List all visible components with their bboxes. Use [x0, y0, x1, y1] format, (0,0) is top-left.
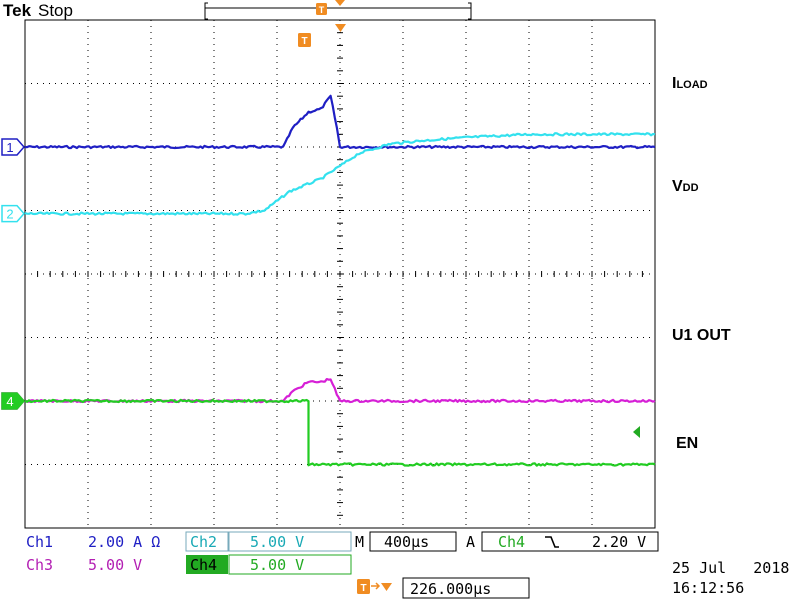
delay-triangle-icon [381, 583, 392, 591]
label-iload: ILOAD [672, 75, 708, 92]
readout-row-1: Ch1 2.00 A Ω Ch2 5.00 V M 400µs A Ch4 2.… [26, 531, 659, 552]
label-vdd-main: V [672, 178, 683, 195]
ch3-scale: 5.00 V [88, 556, 142, 574]
channel-marker-shape [1, 138, 25, 156]
ch4-name: Ch4 [190, 556, 217, 574]
trigger-point-glyph: T [301, 36, 307, 47]
trigger-mode: A [466, 533, 475, 551]
trigger-delay-t-glyph: T [360, 583, 366, 594]
timebase-value: 400µs [384, 533, 429, 551]
channel-marker-number: 4 [6, 394, 13, 409]
label-iload-sub: LOAD [676, 79, 707, 91]
capture-time: 16:12:56 [672, 579, 744, 597]
brand-logo: Tek [3, 1, 32, 20]
readout-row-2: Ch3 5.00 V Ch4 5.00 V [26, 554, 352, 575]
trigger-marker-icon [316, 3, 327, 15]
trigger-point-icon [298, 33, 311, 47]
ch2-name-box [185, 531, 229, 552]
channel-marker-1: 1 [1, 138, 25, 156]
ch4-name-box [186, 555, 228, 574]
label-u1out: U1 OUT [672, 327, 731, 344]
trace-ch3 [24, 378, 656, 404]
trigger-box [481, 531, 659, 552]
waveform-traces [24, 94, 656, 467]
ch2-name: Ch2 [190, 533, 217, 551]
trigger-source: Ch4 [498, 533, 525, 551]
record-position-bar: T [204, 0, 472, 20]
channel-marker-number: 2 [6, 207, 13, 222]
ch1-scale: 2.00 A Ω [88, 533, 160, 551]
channel-marker-shape [1, 204, 25, 223]
trigger-delay-t-icon [357, 579, 370, 594]
label-vdd-sub: DD [683, 182, 699, 194]
ch4-trigger-level-icon [633, 426, 640, 438]
timebase-m: M [355, 533, 364, 551]
ch2-scale: 5.00 V [250, 533, 304, 551]
channel-marker-4: 4 [1, 392, 25, 410]
timebase-box [369, 531, 457, 552]
trigger-delay-readout: T 226.000µs [357, 577, 530, 599]
acquisition-state: Stop [38, 1, 73, 20]
channel-markers: 1234 [1, 138, 25, 410]
ch3-name: Ch3 [26, 556, 53, 574]
channel-marker-number: 1 [6, 140, 13, 155]
ch2-scale-box [228, 531, 352, 552]
ch4-scale: 5.00 V [250, 556, 304, 574]
channel-marker-2: 2 [1, 204, 25, 223]
ch1-name: Ch1 [26, 533, 53, 551]
trigger-delay-value: 226.000µs [410, 580, 491, 598]
ch4-scale-box [228, 554, 352, 575]
label-iload-main: I [672, 75, 676, 92]
graticule [24, 19, 656, 529]
trigger-level: 2.20 V [592, 533, 646, 551]
trace-ch1 [24, 94, 656, 150]
channel-marker-shape [1, 392, 25, 410]
delay-arrow-icon [371, 582, 381, 590]
trigger-position-icon [335, 0, 345, 6]
label-en: EN [676, 435, 698, 452]
trigger-marker-glyph: T [319, 5, 325, 15]
label-vdd: VDD [672, 178, 699, 195]
falling-edge-icon [545, 536, 559, 548]
trigger-delay-icon [335, 24, 346, 32]
trace-ch4 [24, 398, 656, 467]
trace-ch2 [24, 132, 656, 216]
trigger-delay-box [402, 577, 530, 599]
trigger-marker-plot: T [298, 24, 346, 47]
capture-date: 25 Jul 2018 [672, 559, 789, 577]
